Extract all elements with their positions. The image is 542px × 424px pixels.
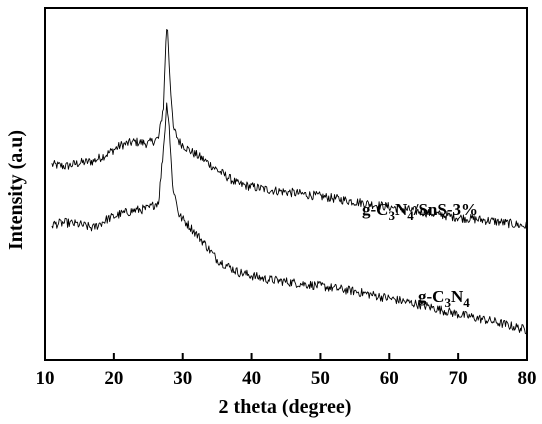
x-tick-label: 30 [173, 368, 192, 389]
x-tick-label: 50 [311, 368, 330, 389]
series-line-gcn [51, 102, 528, 335]
plot-frame [44, 7, 528, 361]
x-tick-label: 40 [242, 368, 261, 389]
series-line-composite [51, 29, 528, 229]
x-tick-label: 10 [36, 368, 55, 389]
x-tick-label: 20 [104, 368, 123, 389]
x-tick-label: 80 [518, 368, 537, 389]
x-tick-label: 70 [449, 368, 468, 389]
x-axis-title: 2 theta (degree) [219, 396, 352, 418]
series-label-composite: g-C3N4/SnS-3% [362, 200, 478, 223]
series-label-gcn: g-C3N4 [418, 287, 470, 310]
x-tick-label: 60 [380, 368, 399, 389]
y-axis-title: Intensity (a.u) [5, 130, 27, 250]
plot-area: 10 20 30 40 50 60 70 80 [36, 7, 537, 389]
